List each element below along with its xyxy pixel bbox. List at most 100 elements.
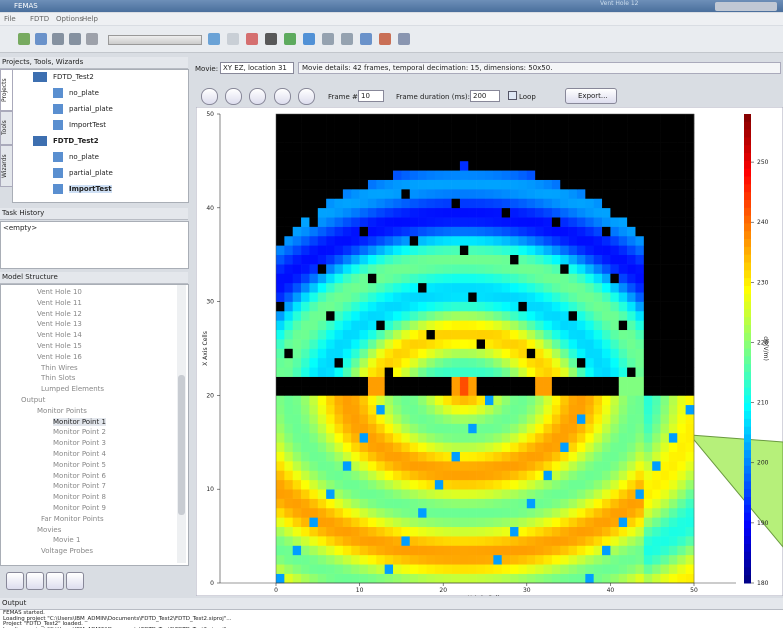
toolbar-icon[interactable] [86, 33, 98, 45]
model-item[interactable]: Monitor Point 3 [53, 439, 106, 448]
sim-node[interactable]: partial_plate [69, 169, 113, 177]
menu-item[interactable]: FDTD [30, 15, 50, 23]
model-item[interactable]: Monitor Point 7 [53, 482, 106, 491]
heatmap-cell [476, 264, 486, 274]
heatmap-cell [510, 282, 519, 293]
model-item[interactable]: Vent Hole 13 [37, 320, 82, 329]
heatmap-cell [409, 235, 419, 246]
heatmap-cell [610, 432, 620, 443]
model-item[interactable]: Monitor Point 5 [53, 460, 106, 469]
heatmap-cell [602, 226, 611, 237]
heatmap-cell [576, 217, 586, 227]
sim-node[interactable]: no_plate [69, 153, 99, 161]
heatmap-cell [493, 470, 503, 481]
loop-checkbox[interactable] [508, 91, 517, 100]
menu-item[interactable]: File [4, 15, 16, 23]
model-item[interactable]: Monitor Point 2 [53, 428, 106, 437]
heatmap-cell [602, 217, 611, 227]
side-tab[interactable]: Projects [0, 69, 13, 111]
toolbar-icon[interactable] [303, 33, 315, 45]
heatmap-cell [342, 310, 352, 321]
heatmap-cell [677, 348, 686, 359]
export-label: Export... [578, 92, 608, 100]
heatmap-cell [342, 545, 352, 556]
model-item[interactable]: Vent Hole 12 [37, 309, 82, 318]
sim-node[interactable]: ImportTest [69, 185, 112, 193]
side-tab[interactable]: Tools [0, 111, 13, 145]
heatmap-cell [309, 367, 319, 377]
tool-button[interactable] [46, 572, 64, 590]
model-item[interactable]: Monitor Point 9 [53, 504, 106, 512]
heatmap-cell [510, 245, 519, 255]
model-item[interactable]: Thin Wires [41, 363, 78, 372]
heatmap-cell [393, 179, 402, 190]
project-node[interactable]: FDTD_Test2 [53, 73, 94, 81]
model-item[interactable]: Movies [37, 525, 62, 534]
heatmap-cell [543, 198, 553, 209]
toolbar-icon[interactable] [69, 33, 81, 45]
toolbar-icon[interactable] [360, 33, 372, 45]
model-item[interactable]: Monitor Points [37, 406, 87, 415]
model-item[interactable]: Vent Hole 14 [37, 331, 82, 340]
project-node[interactable]: FDTD_Test2 [53, 137, 99, 145]
model-item[interactable]: Monitor Point 4 [53, 450, 106, 458]
toolbar-icon[interactable] [379, 33, 391, 45]
stop-button[interactable] [249, 88, 266, 105]
model-item[interactable]: Monitor Point 6 [53, 471, 106, 480]
model-item[interactable]: Far Monitor Points [41, 514, 104, 523]
model-item[interactable]: Movie 1 [53, 536, 81, 545]
heatmap-cell [660, 292, 670, 302]
play-button[interactable] [274, 88, 291, 105]
tool-button[interactable] [26, 572, 44, 590]
toolbar-icon[interactable] [208, 33, 220, 45]
model-item[interactable]: Lumped Elements [41, 385, 105, 394]
heatmap-cell [660, 254, 670, 265]
first-button[interactable] [201, 88, 218, 105]
model-item[interactable]: Voltage Probes [41, 547, 93, 556]
heatmap-cell [576, 442, 586, 452]
heatmap-cell [576, 573, 586, 584]
export-button[interactable] [565, 88, 617, 104]
duration-input[interactable]: 200 [470, 90, 500, 102]
heatmap-cell [384, 273, 394, 284]
sim-node[interactable]: ImportTest [69, 121, 107, 129]
heatmap-cell [551, 507, 561, 518]
heatmap-cell [526, 142, 536, 152]
close-button[interactable] [715, 2, 777, 11]
heatmap-cell [518, 226, 528, 237]
scroll-thumb[interactable] [178, 375, 185, 515]
model-item[interactable]: Vent Hole 11 [37, 298, 82, 307]
tool-button[interactable] [66, 572, 84, 590]
heatmap-cell [485, 273, 494, 284]
side-tab[interactable]: Wizards [0, 145, 13, 187]
back-button[interactable] [225, 88, 242, 105]
menu-item[interactable]: Options [56, 15, 84, 23]
toolbar-icon[interactable] [18, 33, 30, 45]
heatmap-cell [468, 226, 477, 237]
menu-item[interactable]: Help [82, 15, 98, 23]
tool-button[interactable] [6, 572, 24, 590]
toolbar-icon[interactable] [284, 33, 296, 45]
toolbar-icon[interactable] [341, 33, 353, 45]
model-item[interactable]: Vent Hole 10 [37, 288, 82, 296]
toolbar-icon[interactable] [227, 33, 239, 45]
model-item[interactable]: Vent Hole 16 [37, 352, 82, 361]
sim-node[interactable]: no_plate [69, 89, 99, 97]
sim-node[interactable]: partial_plate [69, 105, 113, 113]
heatmap-cell [284, 414, 294, 424]
last-button[interactable] [298, 88, 315, 105]
heatmap-cell [602, 564, 611, 574]
model-item[interactable]: Monitor Point 1 [53, 417, 106, 426]
toolbar-icon[interactable] [322, 33, 334, 45]
model-item[interactable]: Thin Slots [41, 374, 76, 383]
toolbar-icon[interactable] [246, 33, 258, 45]
frame-input[interactable]: 10 [358, 90, 384, 102]
toolbar-icon[interactable] [398, 33, 410, 45]
toolbar-icon[interactable] [35, 33, 47, 45]
toolbar-icon[interactable] [52, 33, 64, 45]
model-item[interactable]: Output [21, 396, 46, 404]
toolbar-icon[interactable] [265, 33, 277, 45]
movie-select[interactable]: XY EZ, location 31 [220, 62, 294, 74]
model-item[interactable]: Monitor Point 8 [53, 493, 106, 502]
model-item[interactable]: Vent Hole 15 [37, 342, 82, 350]
